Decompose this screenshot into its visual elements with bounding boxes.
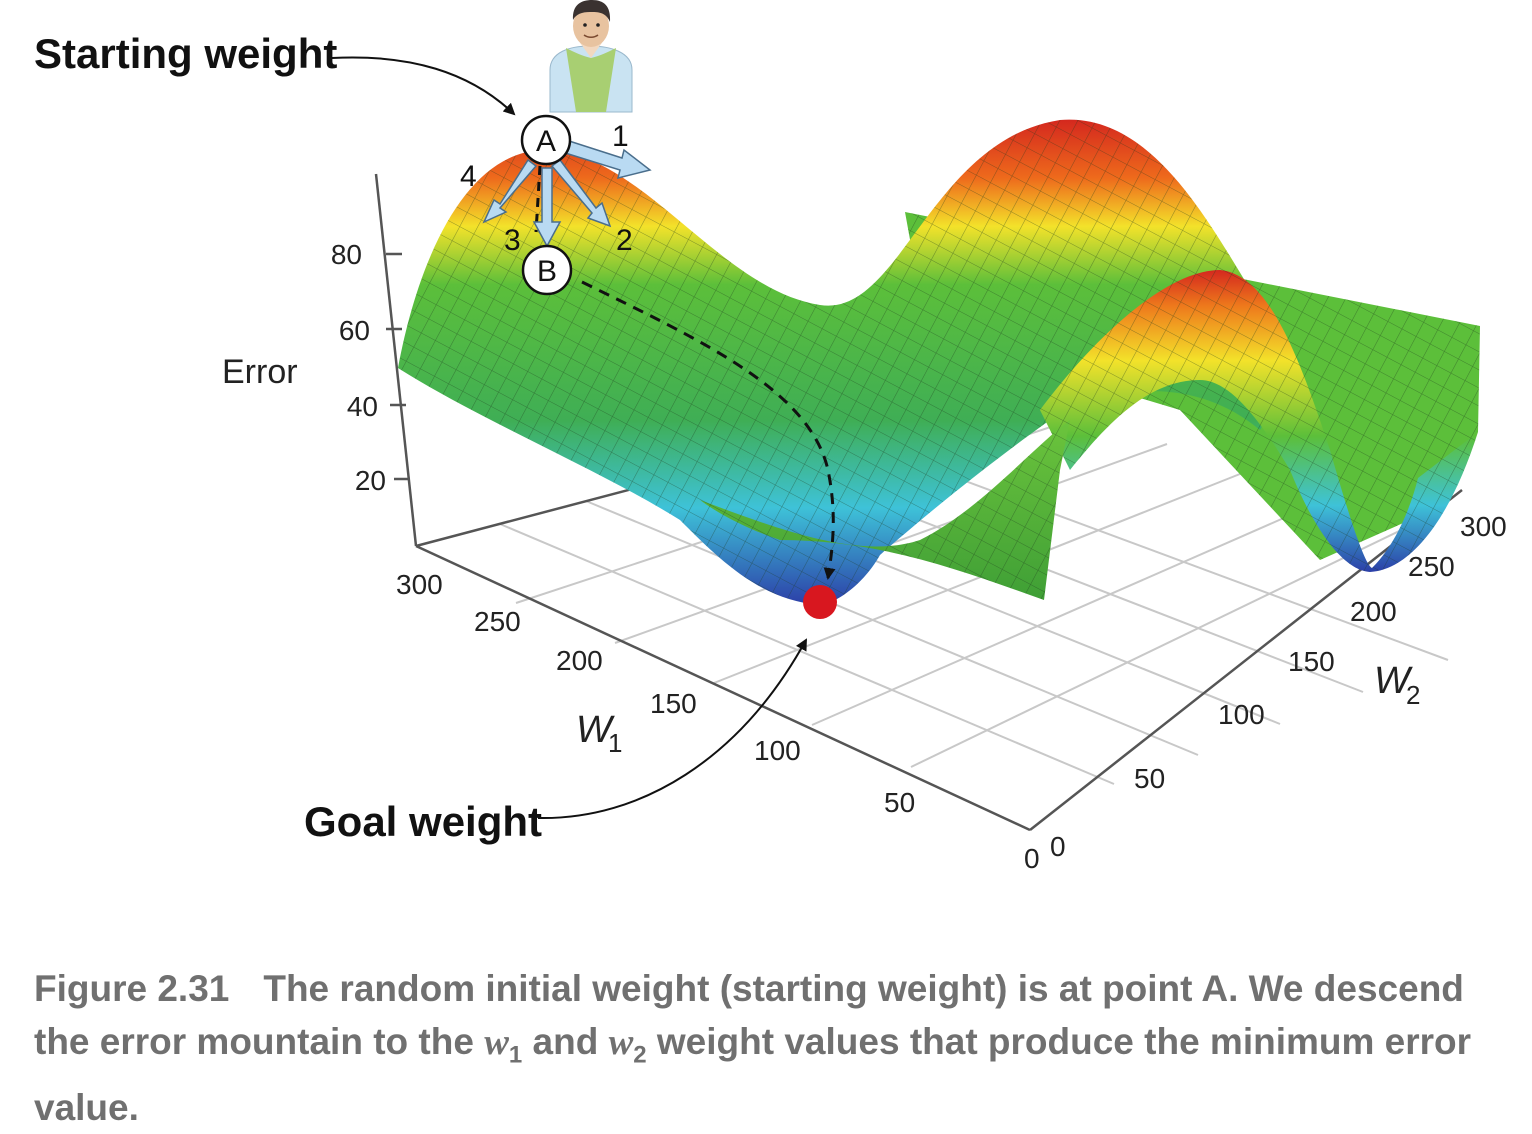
error-surface (398, 119, 1480, 605)
w2-tick: 50 (1134, 763, 1165, 794)
caption-sub-2: 2 (633, 1041, 647, 1069)
direction-label-1: 1 (612, 120, 629, 153)
caption-figure-label: Figure 2.31 (34, 968, 230, 1009)
z-axis: 80 60 40 20 Error (222, 239, 386, 496)
w2-axis-subscript: 2 (1406, 680, 1420, 710)
goal-weight-arrow (537, 638, 807, 820)
z-tick: 40 (347, 391, 378, 422)
direction-arrow-1 (561, 139, 652, 180)
caption-text: weight values that produce the minimum e… (34, 1021, 1472, 1129)
w2-tick: 250 (1408, 551, 1455, 582)
caption-var-w1: w (484, 1022, 509, 1063)
point-a: A (520, 114, 572, 166)
w1-tick: 250 (474, 606, 521, 637)
goal-point (803, 585, 837, 619)
w1-tick: 50 (884, 787, 915, 818)
caption-sub-1: 1 (508, 1041, 523, 1069)
direction-arrow-3 (532, 167, 562, 248)
w1-tick: 300 (396, 569, 443, 600)
figure-caption: Figure 2.31 The random initial weight (st… (34, 962, 1494, 1134)
goal-weight-label: Goal weight (304, 798, 542, 845)
w1-tick: 100 (754, 735, 801, 766)
direction-arrow-2 (550, 158, 612, 228)
z-axis-title: Error (222, 353, 298, 391)
descent-path (581, 280, 836, 580)
w2-tick: 150 (1288, 646, 1335, 677)
caption-text: and (522, 1021, 609, 1062)
caption-var-w2: w (608, 1022, 634, 1063)
w1-axis-title: W (576, 709, 615, 751)
w2-axis-title: W (1374, 660, 1413, 702)
w2-tick: 300 (1460, 511, 1507, 542)
direction-arrow-4 (482, 158, 538, 224)
point-a-label: A (536, 125, 556, 158)
w1-tick: 0 (1024, 843, 1040, 874)
point-b-label: B (537, 255, 557, 288)
person-icon (549, 0, 633, 113)
direction-arrows (482, 139, 652, 248)
w1-tick: 200 (556, 645, 603, 676)
z-tick: 80 (331, 239, 362, 270)
step-dash-a-b (534, 165, 542, 233)
starting-weight-arrow (331, 56, 516, 116)
point-b: B (521, 244, 573, 296)
w2-tick: 0 (1050, 831, 1066, 862)
w2-tick: 200 (1350, 596, 1397, 627)
direction-label-2: 2 (616, 224, 633, 257)
direction-label-3: 3 (504, 224, 521, 257)
z-tick: 20 (355, 465, 386, 496)
caption-text: The random initial weight (starting weig… (34, 968, 1464, 1062)
starting-weight-label: Starting weight (34, 30, 337, 77)
w1-tick: 150 (650, 688, 697, 719)
w2-tick: 100 (1218, 699, 1265, 730)
direction-label-4: 4 (460, 160, 477, 193)
z-tick: 60 (339, 315, 370, 346)
w2-axis: 300 250 200 150 100 50 0 W 2 (1050, 511, 1507, 862)
w1-axis: 300 250 200 150 100 50 0 W 1 (396, 569, 1040, 874)
w1-axis-subscript: 1 (608, 728, 622, 758)
